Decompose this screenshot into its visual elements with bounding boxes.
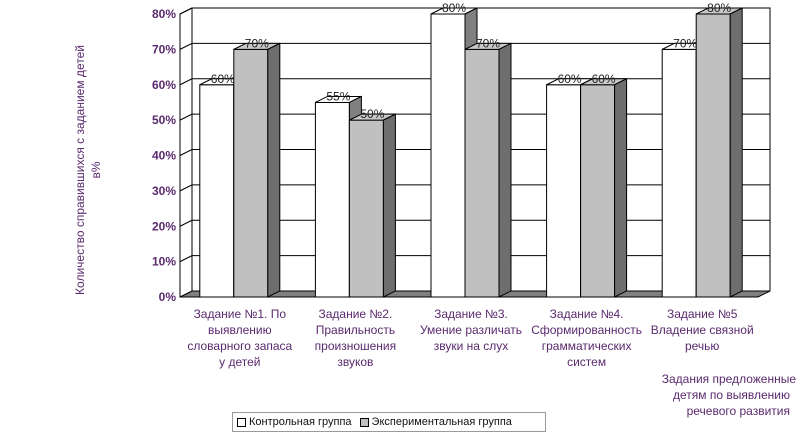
legend-swatch-control [237, 417, 246, 427]
bar [430, 13, 466, 298]
gridline-diagonal [179, 255, 193, 263]
y-tick-label: 80% [152, 7, 176, 21]
data-label: 60% [558, 72, 582, 86]
bar [233, 48, 269, 298]
bar-side [614, 77, 628, 298]
bar-side [498, 42, 512, 298]
bar-side [267, 42, 281, 298]
legend-label-control: Контрольная группа [249, 416, 352, 428]
data-label: 80% [442, 1, 466, 15]
x-category-label: Задание №5 Владение связной речью [651, 307, 754, 353]
y-tick-label: 10% [152, 255, 176, 269]
y-tick-label: 70% [152, 42, 176, 56]
bar-side [382, 113, 396, 298]
data-label: 55% [326, 89, 350, 103]
data-label: 50% [360, 107, 384, 121]
legend-item-experimental: Экспериментальная группа [359, 416, 512, 428]
y-tick-label: 50% [152, 113, 176, 127]
legend-label-experimental: Экспериментальная группа [371, 416, 512, 428]
bar [348, 119, 384, 298]
y-tick-label: 60% [152, 78, 176, 92]
gridline-diagonal [179, 113, 193, 121]
bar-side [729, 7, 743, 298]
data-label: 60% [211, 72, 235, 86]
bar [464, 48, 500, 298]
data-label: 80% [707, 1, 731, 15]
x-category-label: Задание №2. Правильность произношения звуко… [315, 307, 396, 369]
gridline-diagonal [179, 7, 193, 15]
data-label: 70% [476, 36, 500, 50]
legend-swatch-experimental [359, 417, 369, 427]
gridline-diagonal [179, 184, 193, 192]
x-axis-title: Задания предложенные детям по выявлению ре… [662, 372, 797, 418]
bar [661, 48, 697, 298]
y-tick-label: 40% [152, 149, 176, 163]
bar [199, 84, 235, 298]
y-tick-label: 0% [159, 290, 177, 304]
bar [314, 101, 350, 298]
data-label: 60% [592, 72, 616, 86]
legend-item-control: Контрольная группа [237, 416, 352, 428]
gridline-diagonal [179, 219, 193, 227]
legend: Контрольная группа Экспериментальная гру… [232, 412, 546, 432]
x-category-label: Задание №4. Сформированность грамматически… [531, 307, 642, 369]
gridline-diagonal [179, 42, 193, 50]
y-tick-label: 30% [152, 184, 176, 198]
bar [695, 13, 731, 298]
x-category-label: Задание №1. По выявлению словарного запаса… [187, 307, 292, 369]
bar [580, 84, 616, 298]
x-category-label: Задание №3. Умение различать звуки на слух [420, 307, 522, 353]
y-tick-label: 20% [152, 219, 176, 233]
bar [546, 84, 582, 298]
y-axis-title: Количество справившихся с заданием детей… [73, 45, 103, 295]
data-label: 70% [245, 36, 269, 50]
gridline-diagonal [179, 149, 193, 156]
data-label: 70% [673, 36, 697, 50]
gridline-diagonal [179, 78, 193, 86]
